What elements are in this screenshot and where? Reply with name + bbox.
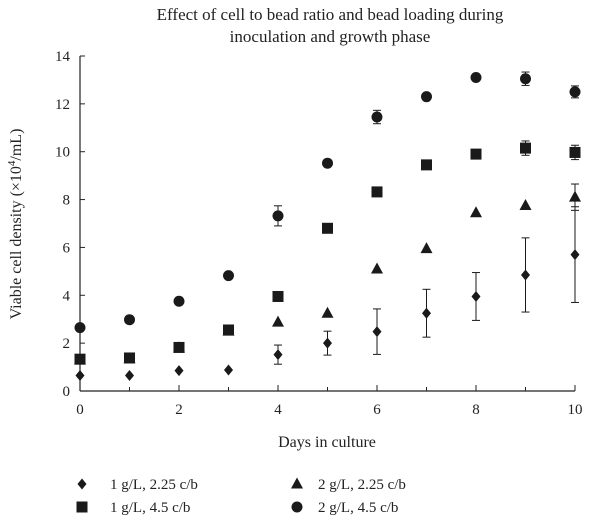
data-point	[74, 353, 86, 365]
x-tick-label: 8	[472, 402, 480, 418]
data-point	[321, 306, 334, 318]
data-point	[569, 190, 581, 202]
series-square	[74, 140, 581, 365]
data-point	[471, 290, 481, 302]
data-point	[422, 307, 431, 319]
data-point	[470, 206, 482, 218]
data-point	[322, 222, 333, 234]
legend-label: 1 g/L, 2.25 c/b	[110, 477, 198, 493]
data-point	[371, 186, 383, 198]
y-axis-title-sup: 4	[6, 160, 18, 166]
data-point	[272, 315, 284, 327]
data-point	[323, 337, 332, 349]
y-tick-label: 0	[63, 384, 71, 400]
y-tick-label: 6	[63, 240, 71, 256]
series-diamond	[75, 206, 580, 381]
data-point	[273, 349, 283, 361]
legend-label: 2 g/L, 4.5 c/b	[318, 500, 398, 516]
data-point	[173, 341, 185, 353]
legend-label: 2 g/L, 2.25 c/b	[318, 477, 406, 493]
y-tick-label: 2	[63, 336, 71, 352]
data-point	[569, 146, 581, 158]
x-axis-title: Days in culture	[278, 434, 376, 451]
data-point	[519, 199, 532, 211]
data-point	[521, 269, 530, 281]
data-point	[74, 322, 86, 334]
y-axis-title: Viable cell density (×104/mL)	[6, 129, 25, 320]
y-tick-label: 10	[55, 145, 70, 161]
plot-area: 0 2 4 6 8 10 12 14 0 2 4 6 8 10	[55, 49, 583, 418]
legend-marker-diamond	[77, 478, 87, 490]
x-tick-label: 10	[568, 402, 583, 418]
legend-marker-square	[76, 501, 88, 513]
data-point	[124, 314, 135, 326]
data-point	[569, 86, 581, 98]
x-tick-label: 6	[373, 402, 381, 418]
legend-marker-triangle	[291, 477, 303, 489]
data-point	[223, 270, 234, 282]
data-point	[570, 249, 580, 261]
data-point	[272, 290, 284, 302]
chart-title-line-1: Effect of cell to bead ratio and bead lo…	[157, 5, 504, 24]
data-point	[520, 142, 531, 154]
data-point	[174, 365, 184, 377]
data-point	[421, 91, 432, 103]
data-point	[75, 369, 85, 381]
data-point	[371, 111, 383, 123]
data-point	[224, 364, 233, 376]
data-point	[421, 159, 432, 171]
series-circle	[74, 71, 581, 334]
data-point	[125, 369, 134, 381]
data-point	[371, 262, 383, 274]
y-axis-title-tail: /mL)	[8, 129, 25, 161]
x-tick-label: 2	[175, 402, 183, 418]
data-point	[124, 352, 135, 364]
legend: 1 g/L, 2.25 c/b 2 g/L, 2.25 c/b 1 g/L, 4.5…	[76, 477, 406, 516]
data-point	[272, 210, 284, 222]
data-point	[372, 326, 382, 338]
data-point	[322, 157, 333, 169]
data-point	[520, 73, 531, 85]
legend-marker-circle	[291, 501, 303, 513]
y-tick-label: 8	[63, 193, 71, 209]
x-tick-label: 0	[76, 402, 84, 418]
y-tick-label: 12	[55, 97, 70, 113]
y-tick-label: 4	[63, 288, 71, 304]
x-tick-label: 4	[274, 402, 282, 418]
chart-title-line-2: inoculation and growth phase	[230, 27, 431, 46]
y-axis-title-main: Viable cell density (×10	[8, 166, 25, 319]
data-point	[173, 295, 185, 307]
legend-label: 1 g/L, 4.5 c/b	[110, 500, 190, 516]
data-point	[470, 148, 482, 160]
data-point	[223, 324, 234, 336]
data-point	[470, 72, 482, 84]
y-tick-label: 14	[55, 49, 71, 65]
data-point	[420, 242, 433, 254]
